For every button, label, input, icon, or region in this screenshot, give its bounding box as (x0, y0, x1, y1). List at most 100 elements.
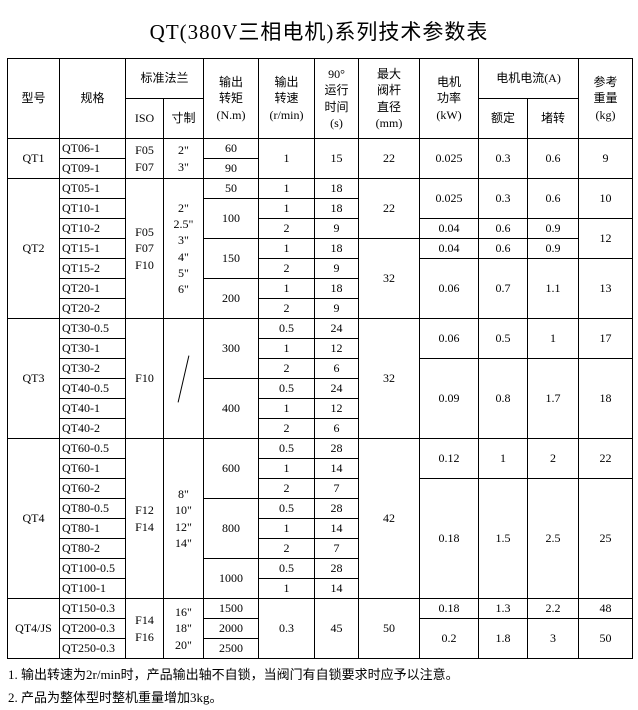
table-row: QT4 QT60-0.5 F12 F14 8" 10" 12" 14" 600 0.5 28… (7, 438, 634, 599)
data-cell: 800 (203, 498, 260, 559)
data-cell: F10 (125, 318, 164, 439)
table-row: QT20-2 2 9 (8, 298, 633, 319)
data-cell: 0.3 (478, 138, 529, 179)
data-cell: 12 (314, 338, 360, 359)
table-row: QT40-0.5 400 0.5 24 (8, 378, 633, 439)
spec-cell: QT05-1 (59, 178, 126, 199)
footnote-1: 1. 输出转速为2r/min时，产品输出轴不自锁，当阀门有自锁要求时应予以注意。 (8, 667, 459, 682)
data-cell: 0.06 (419, 318, 480, 359)
data-cell: 0.3 (478, 178, 529, 219)
data-cell: 50 (578, 618, 634, 659)
table-row: QT20-1 200 1 18 (8, 278, 633, 319)
spec-cell: QT10-1 (59, 198, 126, 219)
data-cell: 22 (358, 138, 421, 179)
spec-cell: QT80-0.5 (59, 498, 126, 519)
col-header-rated: 额定 (478, 98, 529, 139)
col-header-model: 型号 (7, 58, 60, 139)
col-header-motor-power: 电机 功率 (kW) (419, 58, 480, 139)
data-cell: 22 (358, 178, 421, 239)
data-cell: 1.3 (478, 598, 529, 619)
spec-cell: QT40-1 (59, 398, 126, 419)
data-cell: 1 (258, 398, 316, 419)
data-cell: 300 (203, 318, 260, 379)
spec-cell: QT60-0.5 (59, 438, 126, 459)
data-cell (162, 318, 205, 439)
slash-icon (177, 355, 190, 402)
table-row: QT2 QT05-1 F05 F07 F10 2" 2.5" 3" 4" 5" 6" 5… (7, 178, 634, 319)
data-cell: 1 (478, 438, 529, 479)
data-cell: 50 (358, 598, 421, 659)
data-cell: 12 (314, 398, 360, 419)
table-header: 型号 规格 标准法兰 输出 转矩 (N.m) 输出 转速 (r/min) 90° 运行 时… (7, 58, 634, 139)
data-cell: 1.7 (527, 358, 580, 439)
data-cell: 0.09 (419, 358, 480, 439)
col-header-locked-rotor: 堵转 (527, 98, 580, 139)
data-cell: 0.2 (419, 618, 480, 659)
data-cell: 45 (314, 598, 360, 659)
data-cell: 1 (258, 338, 316, 359)
data-cell: 28 (314, 498, 360, 519)
data-cell: 50 (203, 178, 260, 199)
model-cell: QT4/JS (7, 598, 60, 659)
data-cell: 1 (527, 318, 580, 359)
table-row: QT60-2 2 7 0.18 1.5 2.5 25 (8, 478, 634, 599)
data-cell: 2 (258, 358, 316, 379)
data-cell: 2.2 (527, 598, 580, 619)
table-body: QT1 QT06-1 F05 F07 2" 3" 60 1 15 22 0.025 0.3 0.6 9… (7, 138, 634, 659)
data-cell: 0.5 (258, 318, 316, 339)
data-cell: 0.9 (527, 218, 580, 239)
data-cell: 1 (258, 578, 316, 599)
data-cell: 0.5 (258, 498, 316, 519)
data-cell: 32 (358, 318, 421, 439)
data-cell: 9 (314, 218, 360, 239)
data-cell: F05 F07 F10 (125, 178, 164, 319)
data-cell: 2 (527, 438, 580, 479)
data-cell: 2 (258, 298, 316, 319)
data-cell: 2 (258, 258, 316, 279)
data-cell: 1.5 (478, 478, 529, 599)
data-cell: 1 (258, 198, 316, 219)
data-cell: 18 (314, 178, 360, 199)
model-cell: QT3 (7, 318, 60, 439)
table-row: QT15-2 2 9 0.06 0.7 1.1 13 (8, 258, 634, 319)
spec-cell: QT80-2 (59, 538, 126, 559)
spec-cell: QT250-0.3 (59, 638, 126, 659)
data-cell: 32 (358, 238, 421, 319)
data-cell: 17 (578, 318, 634, 359)
data-cell: 0.04 (419, 218, 480, 239)
model-cell: QT4 (7, 438, 60, 599)
data-cell: 100 (203, 198, 260, 239)
data-cell: 9 (314, 298, 360, 319)
data-cell: 42 (358, 438, 421, 599)
data-cell: 48 (578, 598, 634, 619)
spec-cell: QT15-2 (59, 258, 126, 279)
data-cell: 0.6 (478, 238, 529, 259)
table-row: QT100-0.5 1000 0.5 28 (8, 558, 633, 599)
spec-cell: QT30-0.5 (59, 318, 126, 339)
data-cell: 13 (578, 258, 634, 319)
table-row: QT15-1 150 1 18 32 0.04 0.6 0.9 (8, 238, 633, 319)
data-cell: 0.5 (258, 558, 316, 579)
data-cell: 0.04 (419, 238, 480, 259)
data-cell: 400 (203, 378, 260, 439)
data-cell: 1000 (203, 558, 260, 599)
data-cell: 0.8 (478, 358, 529, 439)
data-cell: 2000 (203, 618, 260, 639)
data-cell: 9 (314, 258, 360, 279)
data-cell: 24 (314, 378, 360, 399)
table-row: QT80-2 2 7 (8, 538, 633, 559)
col-header-output-torque: 输出 转矩 (N.m) (203, 58, 260, 139)
spec-cell: QT60-2 (59, 478, 126, 499)
data-cell: 16" 18" 20" (162, 598, 205, 659)
parameters-table: 型号 规格 标准法兰 输出 转矩 (N.m) 输出 转速 (r/min) 90° 运行 时… (7, 58, 634, 659)
data-cell: F12 F14 (125, 438, 164, 599)
data-cell: 6 (314, 418, 360, 439)
data-cell: 1 (258, 178, 316, 199)
spec-cell: QT30-1 (59, 338, 126, 359)
footnotes: 1. 输出转速为2r/min时，产品输出轴不自锁，当阀门有自锁要求时应予以注意。… (8, 667, 638, 706)
col-header-motor-current: 电机电流(A) (478, 58, 580, 99)
data-cell: 1 (258, 238, 316, 259)
data-cell: 0.6 (527, 178, 580, 219)
data-cell: 18 (578, 358, 634, 439)
